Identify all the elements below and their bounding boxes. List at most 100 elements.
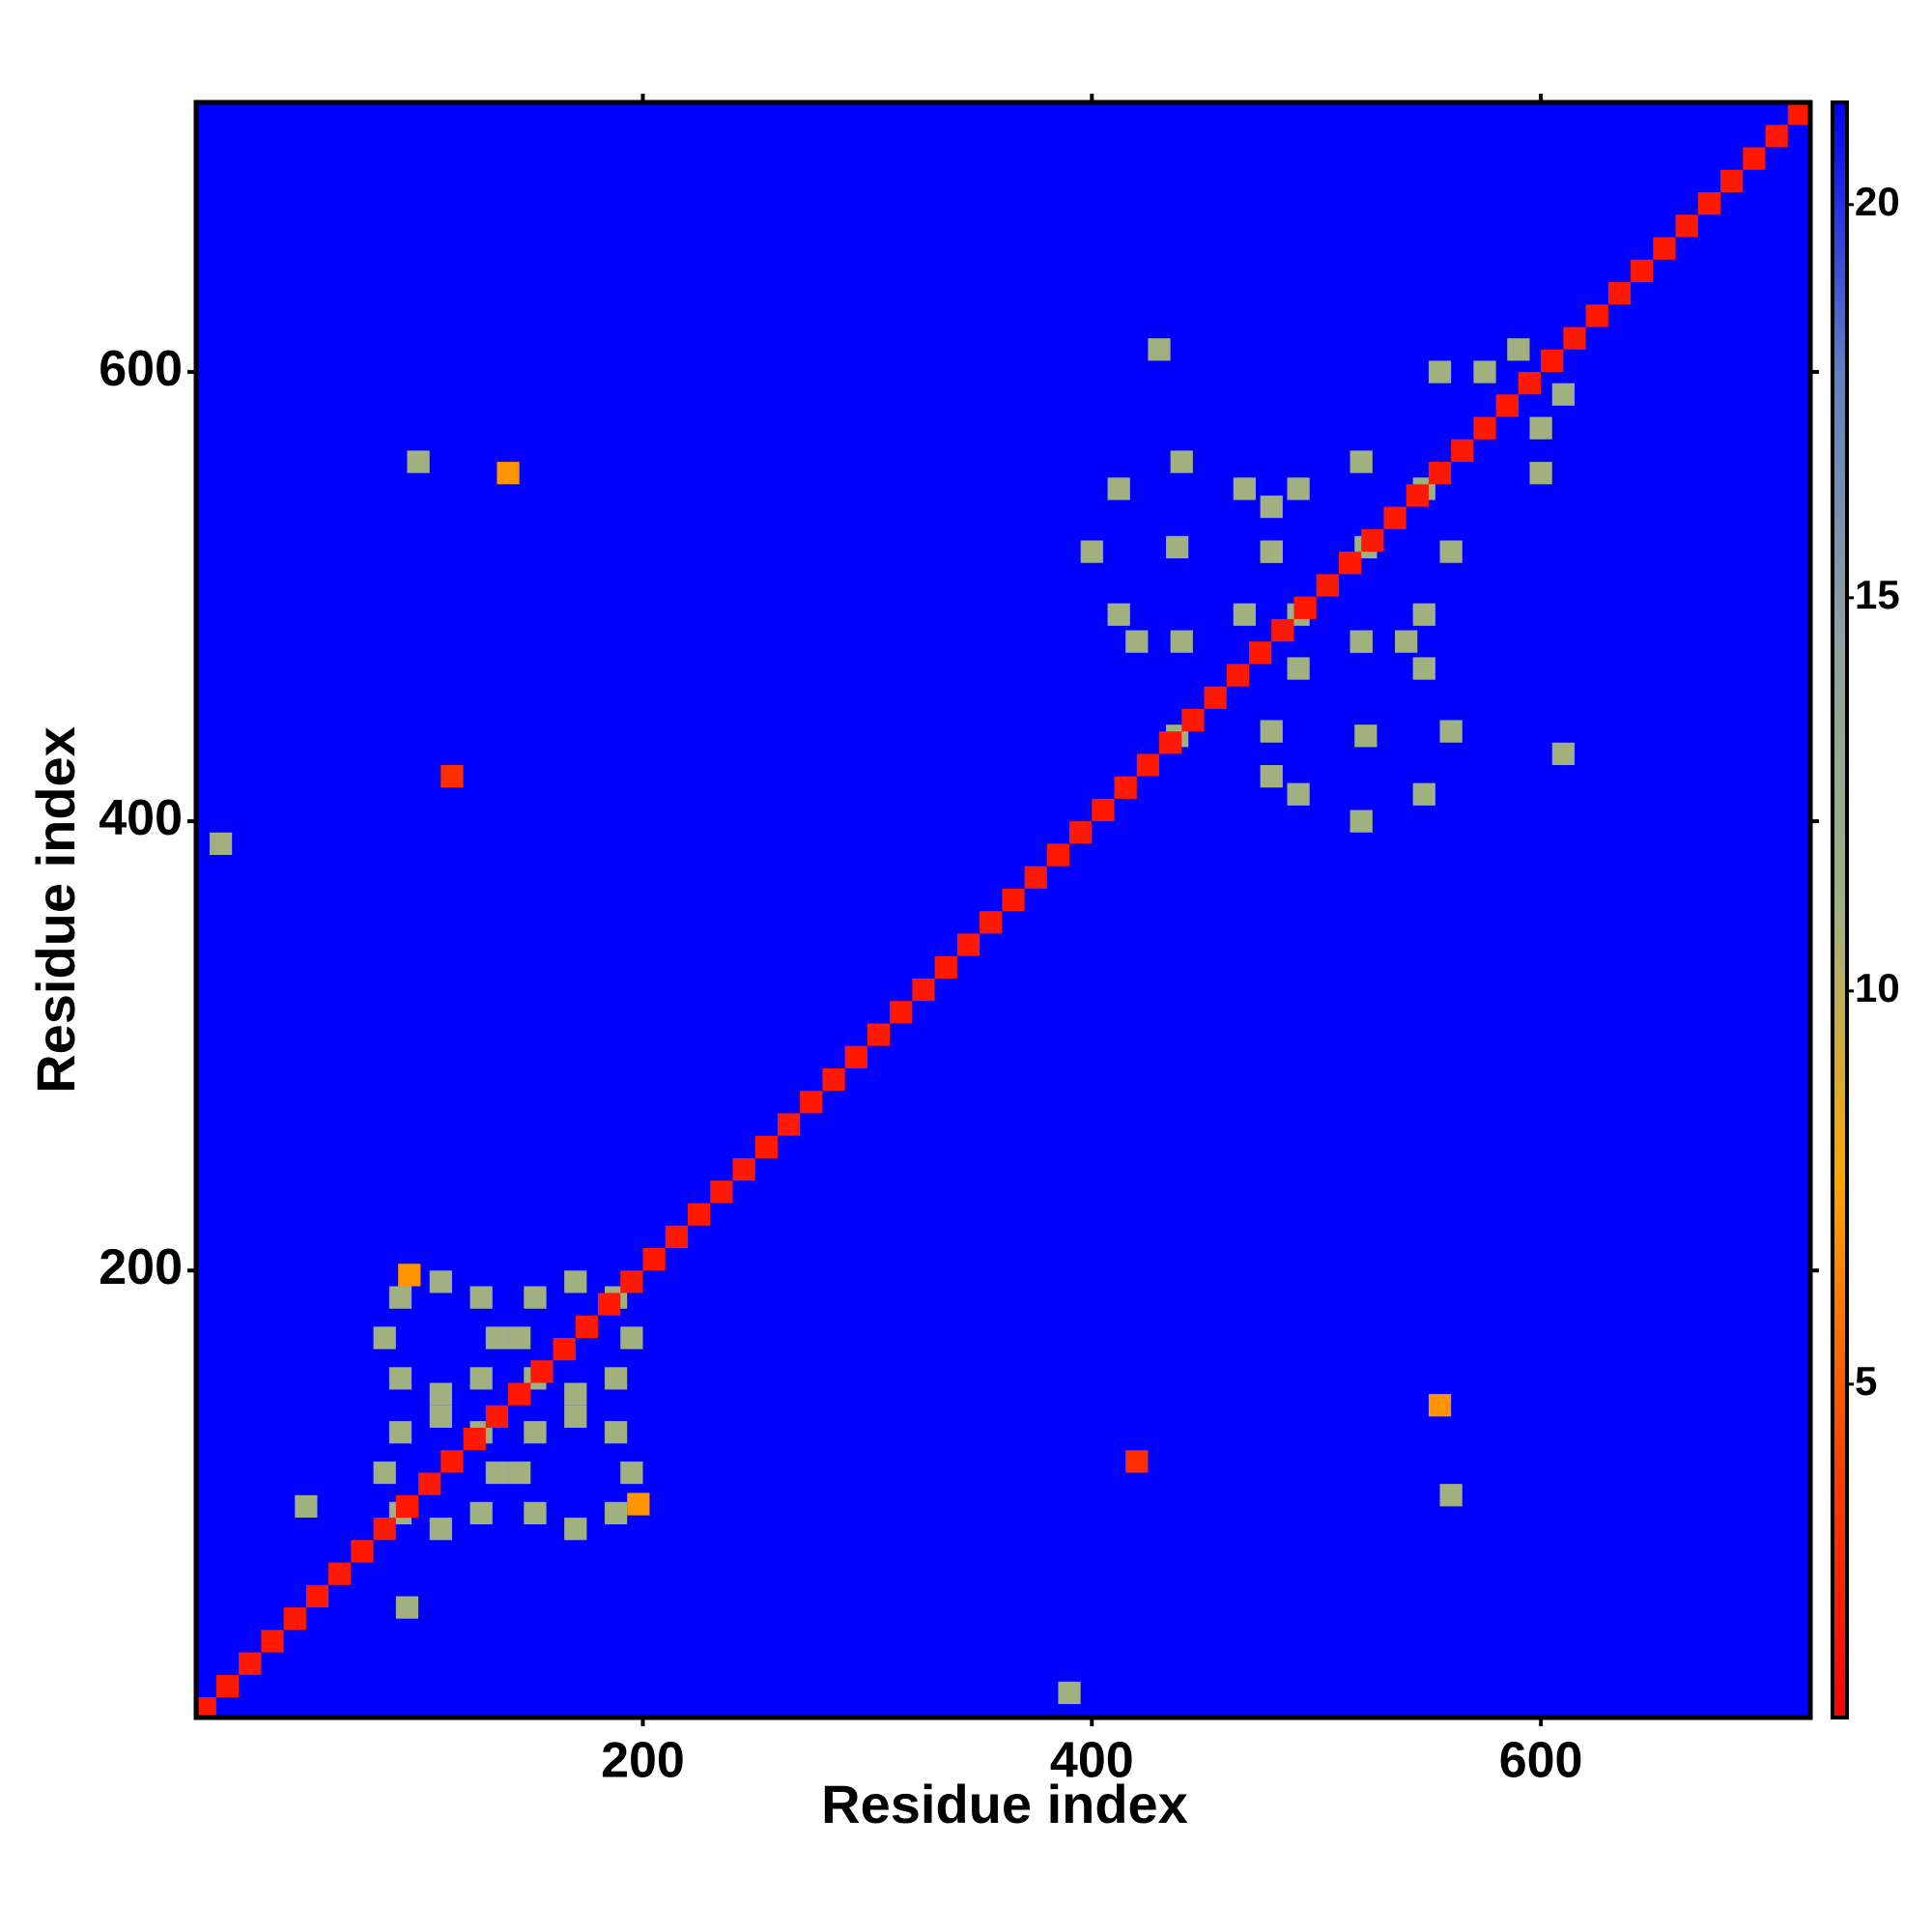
y-tick-label: 200: [99, 1239, 183, 1295]
heatmap-cell: [398, 1264, 421, 1287]
x-tick-label: 200: [601, 1733, 685, 1789]
heatmap-cell: [1287, 657, 1310, 680]
heatmap-cell: [1260, 495, 1283, 519]
heatmap-cell: [1607, 282, 1632, 305]
heatmap-cell: [1551, 742, 1575, 766]
heatmap-cell: [524, 1286, 547, 1309]
heatmap-cell: [418, 1472, 441, 1495]
heatmap-cell: [1412, 782, 1435, 806]
heatmap-cell: [1428, 1394, 1452, 1417]
heatmap-cell: [1720, 169, 1744, 193]
heatmap-cell: [564, 1270, 587, 1293]
heatmap-cell: [1338, 552, 1362, 575]
heatmap-cell: [485, 1461, 509, 1485]
heatmap-cell: [1451, 439, 1474, 463]
heatmap-cell: [1260, 540, 1283, 563]
heatmap-cell: [373, 1518, 396, 1541]
heatmap-cell: [627, 1492, 650, 1516]
heatmap-cell: [1406, 484, 1429, 507]
heatmap-cell: [980, 911, 1003, 934]
x-tick-label: 600: [1499, 1733, 1583, 1789]
y-tick-label: 400: [99, 790, 183, 846]
heatmap-cell: [485, 1405, 509, 1429]
heatmap-cell: [1136, 753, 1160, 777]
heatmap-cell: [1159, 731, 1182, 754]
heatmap-cell: [469, 1367, 493, 1390]
heatmap-cell: [508, 1326, 531, 1350]
heatmap-cell: [1107, 477, 1130, 500]
heatmap-cell: [620, 1270, 643, 1293]
heatmap-cell: [530, 1360, 554, 1383]
heatmap-cell: [1428, 462, 1452, 485]
heatmap-cell: [1226, 664, 1249, 687]
heatmap-cell: [1743, 147, 1766, 170]
heatmap-cell: [867, 1023, 891, 1046]
heatmap-cell: [497, 462, 520, 485]
heatmap-cell: [1439, 1484, 1463, 1507]
heatmap-cell: [1233, 477, 1256, 500]
heatmap-cell: [1395, 630, 1418, 653]
heatmap-cell: [1585, 304, 1608, 327]
heatmap-cell: [620, 1461, 643, 1485]
heatmap-cell: [1148, 338, 1171, 361]
heatmap-cell: [524, 1421, 547, 1444]
heatmap-cell: [407, 450, 430, 473]
heatmap-cell: [485, 1326, 509, 1350]
heatmap-cell: [429, 1405, 452, 1429]
heatmap-cell: [1350, 810, 1373, 833]
heatmap-cell: [1114, 776, 1137, 799]
heatmap-cell: [1473, 416, 1496, 440]
heatmap-cell: [524, 1501, 547, 1525]
heatmap-cell: [564, 1405, 587, 1429]
heatmap-cell: [1383, 506, 1406, 529]
heatmap-cell: [1412, 603, 1435, 626]
heatmap-cell: [429, 1518, 452, 1541]
colorbar: [1831, 100, 1849, 1719]
heatmap-cell: [1473, 360, 1496, 384]
heatmap-cell: [1080, 540, 1103, 563]
heatmap-cell: [1563, 327, 1586, 350]
heatmap-cell: [209, 832, 233, 856]
heatmap-cell: [215, 1674, 240, 1698]
heatmap-cell: [1233, 603, 1256, 626]
heatmap-cell: [1204, 686, 1227, 709]
heatmap-cell: [564, 1382, 587, 1406]
heatmap-cell: [1428, 360, 1452, 384]
heatmap-cell: [575, 1315, 599, 1338]
heatmap-cell: [1170, 630, 1193, 653]
heatmap-cell: [1412, 657, 1435, 680]
heatmap-cell: [239, 1652, 262, 1675]
heatmap-cell: [469, 1286, 493, 1309]
heatmap-cell: [395, 1596, 419, 1619]
colorbar-tick-label: 20: [1855, 179, 1900, 224]
heatmap-cell: [429, 1382, 452, 1406]
heatmap-cell: [844, 1045, 867, 1068]
heatmap-cell: [508, 1382, 531, 1406]
heatmap-cell: [305, 1584, 329, 1608]
heatmap-cell: [388, 1367, 412, 1390]
heatmap-cell: [1541, 349, 1564, 373]
heatmap-cell: [1024, 866, 1047, 889]
heatmap-cell: [754, 1135, 778, 1158]
heatmap-cell: [1507, 338, 1530, 361]
heatmap-cell: [351, 1540, 374, 1563]
heatmap-cell: [553, 1338, 576, 1361]
heatmap-cell: [1354, 724, 1378, 748]
heatmap-cell: [1125, 1450, 1149, 1473]
heatmap-cell: [1439, 720, 1463, 743]
heatmap-cell: [1697, 192, 1721, 215]
heatmap-cell: [912, 978, 935, 1002]
heatmap-cell: [564, 1518, 587, 1541]
heatmap-cell: [469, 1501, 493, 1525]
heatmap-cell: [283, 1607, 306, 1631]
heatmap-cell: [604, 1501, 628, 1525]
heatmap-cell: [934, 955, 957, 979]
heatmap-cell: [665, 1225, 688, 1248]
heatmap-cell: [1125, 630, 1149, 653]
heatmap-cell: [1046, 843, 1070, 867]
heatmap-cell: [1287, 782, 1310, 806]
heatmap-cell: [429, 1270, 452, 1293]
heatmap-cell: [373, 1326, 396, 1350]
heatmap-cell: [1092, 798, 1115, 822]
